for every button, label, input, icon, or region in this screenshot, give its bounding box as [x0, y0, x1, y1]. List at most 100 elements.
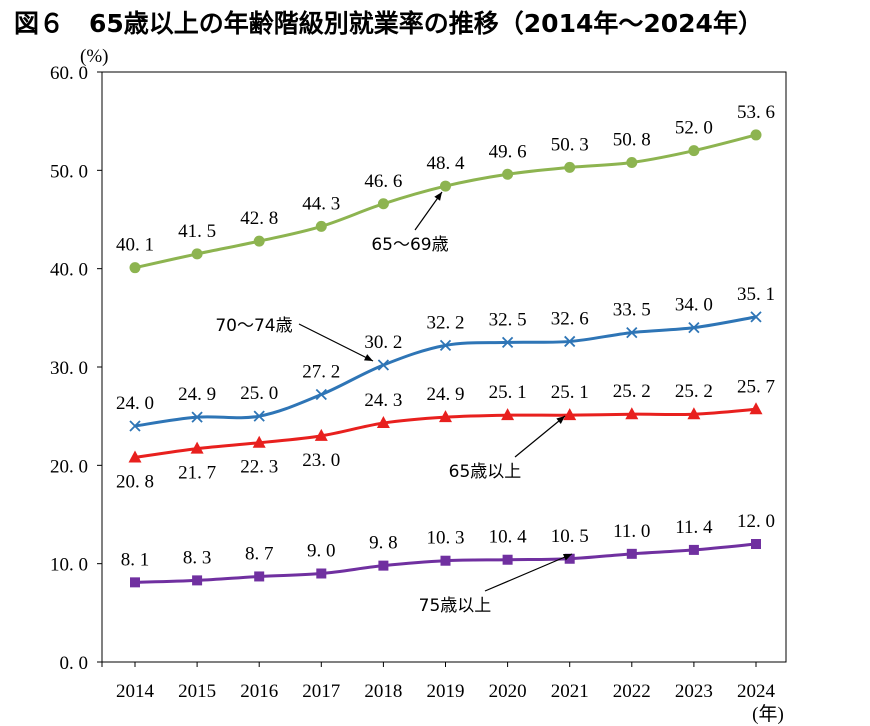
data-point-circle	[253, 235, 265, 247]
annotation-arrow	[514, 415, 566, 458]
data-label: 22. 3	[240, 457, 278, 478]
series-annotation-label: 65～69歳	[371, 235, 448, 255]
data-label: 33. 5	[613, 300, 651, 321]
x-tick-label: 2022	[613, 681, 651, 702]
data-label: 49. 6	[489, 141, 527, 162]
data-label: 32. 2	[427, 312, 465, 333]
data-label: 25. 0	[240, 383, 278, 404]
data-label: 52. 0	[675, 118, 713, 139]
data-label: 9. 0	[307, 541, 336, 562]
data-point-triangle	[252, 435, 266, 448]
y-tick-label: 10. 0	[50, 555, 88, 576]
data-point-square	[192, 575, 203, 586]
data-point-triangle	[501, 408, 515, 421]
data-point-square	[440, 555, 451, 566]
data-point-triangle	[376, 416, 390, 429]
data-label: 41. 5	[178, 221, 216, 242]
annotation-arrowhead	[434, 192, 442, 201]
y-tick-label: 50. 0	[50, 161, 88, 182]
x-tick-label: 2020	[489, 681, 527, 702]
data-point-x	[439, 339, 452, 352]
x-tick-label: 2023	[675, 681, 713, 702]
data-point-triangle	[190, 441, 204, 454]
data-label: 8. 7	[245, 543, 274, 564]
data-label: 35. 1	[737, 284, 775, 305]
data-label: 34. 0	[675, 295, 713, 316]
data-point-x	[564, 335, 576, 348]
data-point-circle	[129, 262, 141, 274]
data-label: 9. 8	[369, 533, 398, 554]
data-point-x	[315, 388, 327, 401]
data-label: 30. 2	[364, 332, 402, 353]
data-label: 21. 7	[178, 463, 216, 484]
data-label: 42. 8	[240, 208, 278, 229]
data-point-square	[626, 548, 637, 559]
series-annotation-label: 70～74歳	[215, 316, 292, 336]
chart-title: 図６ 65歳以上の年齢階級別就業率の推移（2014年～2024年）	[14, 9, 763, 38]
y-tick-label: 0. 0	[60, 653, 89, 674]
data-point-triangle	[749, 402, 763, 415]
x-tick-label: 2016	[240, 681, 278, 702]
data-point-square	[751, 539, 761, 549]
data-label: 50. 8	[613, 129, 651, 150]
y-tick-label: 40. 0	[50, 260, 88, 281]
data-point-circle	[750, 129, 762, 141]
x-axis-unit: (年)	[752, 703, 784, 725]
data-point-x	[501, 336, 514, 349]
data-point-triangle	[563, 408, 577, 421]
data-point-circle	[315, 220, 327, 232]
data-label: 32. 6	[551, 308, 589, 329]
data-label: 40. 1	[116, 235, 154, 256]
y-tick-label: 60. 0	[50, 63, 88, 84]
y-axis-unit: (%)	[80, 46, 108, 67]
data-label: 44. 3	[302, 193, 340, 214]
data-label: 8. 3	[183, 547, 212, 568]
data-label: 50. 3	[551, 134, 589, 155]
data-point-square	[564, 553, 575, 564]
series-annotation-label: 65歳以上	[449, 462, 522, 482]
data-label: 25. 1	[551, 382, 589, 403]
data-label: 25. 1	[489, 382, 527, 403]
data-label: 10. 5	[551, 526, 589, 547]
data-label: 10. 4	[489, 527, 528, 548]
data-point-x	[377, 359, 390, 371]
data-point-square	[316, 568, 327, 579]
data-label: 23. 0	[302, 450, 340, 471]
data-point-x	[253, 410, 265, 422]
series-annotation-label: 75歳以上	[419, 596, 492, 616]
annotation-arrow	[484, 553, 573, 592]
annotation-arrowhead	[563, 554, 572, 561]
data-point-circle	[688, 145, 700, 157]
data-label: 25. 2	[675, 381, 713, 402]
data-label: 24. 9	[178, 384, 216, 405]
x-tick-label: 2014	[116, 681, 155, 702]
data-label: 20. 8	[116, 471, 154, 492]
data-point-triangle	[687, 407, 701, 420]
data-point-circle	[626, 156, 638, 168]
x-tick-label: 2024	[737, 681, 776, 702]
x-tick-label: 2015	[178, 681, 216, 702]
data-point-square	[130, 577, 140, 588]
data-label: 53. 6	[737, 102, 775, 123]
data-label: 24. 3	[364, 390, 402, 411]
data-label: 25. 2	[613, 381, 651, 402]
data-label: 46. 6	[364, 171, 402, 192]
y-tick-label: 30. 0	[50, 358, 88, 379]
data-point-square	[502, 554, 513, 565]
annotation-arrowhead	[556, 416, 565, 424]
x-tick-label: 2021	[551, 681, 589, 702]
data-label: 8. 1	[121, 549, 150, 570]
data-label: 12. 0	[737, 511, 775, 532]
x-tick-label: 2019	[427, 681, 465, 702]
data-point-square	[378, 560, 389, 571]
data-label: 11. 0	[613, 521, 650, 542]
data-point-square	[688, 544, 699, 555]
x-tick-label: 2017	[302, 681, 340, 702]
data-point-x	[626, 326, 638, 339]
data-label: 11. 4	[675, 517, 713, 538]
annotation-arrowhead	[364, 354, 373, 361]
data-point-x	[191, 411, 203, 423]
data-point-circle	[502, 168, 514, 180]
data-point-circle	[564, 161, 576, 173]
